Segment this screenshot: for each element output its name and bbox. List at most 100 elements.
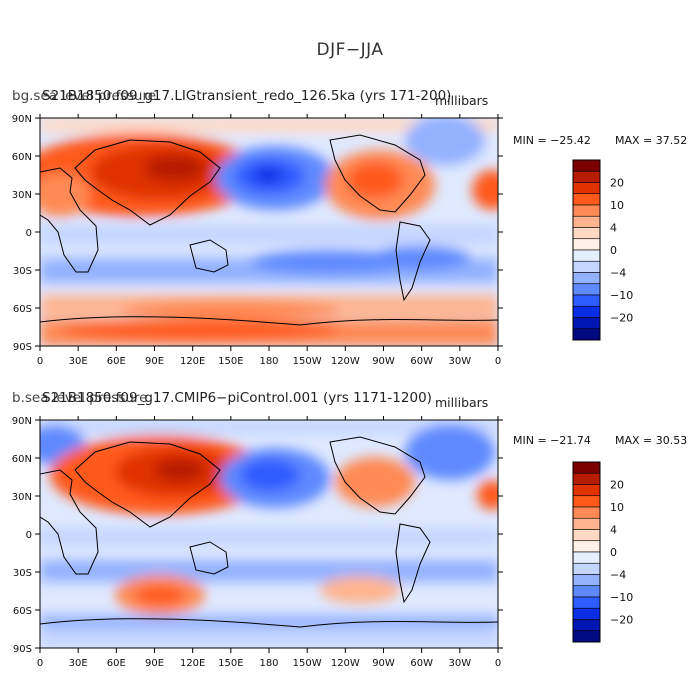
panel2-colorbar-swatch <box>572 574 601 587</box>
panel2-colorbar-swatch <box>572 484 601 497</box>
panel2-contour-field <box>40 420 498 648</box>
axis-ticks: 0 30E 60E 90E 120E 150E 180 150W 120W 90W 60W 30W 09… <box>12 114 503 669</box>
panel2-colorbar-swatch <box>572 551 601 564</box>
panel2-colorbar-swatch <box>572 619 601 632</box>
panel1-lon-label: 30E <box>69 356 88 367</box>
panel2-variable-label: b.sea level pressure <box>12 390 148 406</box>
panel1-colorbar-swatch <box>572 249 601 262</box>
panel1-colorbar-swatch <box>572 283 601 296</box>
panel1-max-label: MAX = 37.52 <box>615 134 688 147</box>
panel2-lon-label: 0 <box>37 658 43 669</box>
panel1-lon-label: 90E <box>145 356 164 367</box>
panel2-lat-label: 60N <box>12 454 32 465</box>
panel1-colorbar-swatch <box>572 227 601 240</box>
panel2-lat-label: 30S <box>13 568 32 579</box>
panel1-lat-label: 90N <box>12 114 32 125</box>
panel1-lat-label: 30N <box>12 190 32 201</box>
panel1-contour-field <box>40 118 498 346</box>
panel1-colorbar-label: 10 <box>610 199 624 212</box>
panel2-lon-label: 150E <box>218 658 243 669</box>
panel2-case-label: S21B1850.f09_g17.CMIP6−piControl.001 (yr… <box>42 390 432 406</box>
panel1-colorbar-label: −10 <box>610 289 633 302</box>
panel1-lon-label: 0 <box>37 356 43 367</box>
panel1-colorbar-label: −20 <box>610 312 633 325</box>
panel1-min-label: MIN = −25.42 <box>513 134 591 147</box>
panel1-colorbar-swatch <box>572 170 601 183</box>
panel1-colorbar-swatch <box>572 317 601 330</box>
panel2-lon-label: 120E <box>180 658 205 669</box>
panel2-colorbar-label: 10 <box>610 501 624 514</box>
panel1-lon-label: 60E <box>107 356 126 367</box>
panel1-case-label: S21B1850.f09_g17.LIGtransient_redo_126.5… <box>42 88 452 104</box>
panel2-colorbar-label: −4 <box>610 569 626 582</box>
panel1-colorbar-swatch <box>572 294 601 307</box>
panel1-colorbar-swatch <box>572 159 601 172</box>
panel1-lon-label: 120E <box>180 356 205 367</box>
panel2-colorbar-swatch <box>572 540 601 553</box>
panel1-lat-label: 90S <box>13 342 32 353</box>
panel1-colorbar: 20 10 4 0 −4 −10 −20 <box>572 159 633 341</box>
panel2-lat-label: 90N <box>12 416 32 427</box>
panel2-colorbar-label: −20 <box>610 614 633 627</box>
panel2-units: millibars <box>435 395 489 410</box>
panel2-colorbar-swatch <box>572 562 601 575</box>
panel2-lat-label: 90S <box>13 644 32 655</box>
panel2-colorbar-swatch <box>572 472 601 485</box>
panel2-colorbar-swatch <box>572 630 601 643</box>
panel2-colorbar-swatch <box>572 607 601 620</box>
panel2-colorbar-swatch <box>572 529 601 542</box>
panel1-colorbar-label: 4 <box>610 222 617 235</box>
panel2-colorbar-swatch <box>572 517 601 530</box>
panel1-lat-label: 30S <box>13 266 32 277</box>
panel2-lat-label: 60S <box>13 606 32 617</box>
panel1-colorbar-label: 0 <box>610 244 617 257</box>
panel2-colorbar-swatch <box>572 506 601 519</box>
panel1-coastlines <box>40 134 498 326</box>
panel1-colorbar-swatch <box>572 272 601 285</box>
panel1-colorbar-swatch <box>572 238 601 251</box>
panel1-lon-label: 120W <box>331 356 360 367</box>
panel1-colorbar-swatch <box>572 305 601 318</box>
panel1-units: millibars <box>435 93 489 108</box>
panel2-coastlines <box>40 436 498 628</box>
panel2-colorbar-swatch <box>572 461 601 474</box>
panel2-colorbar-label: 20 <box>610 479 624 492</box>
panel2-lon-label: 30W <box>449 658 472 669</box>
panel1-variable-label: bg.sea level pressure <box>12 88 157 104</box>
panel2-lon-label: 150W <box>293 658 322 669</box>
panel2-colorbar-swatch <box>572 585 601 598</box>
panel2-colorbar-frame <box>572 461 601 643</box>
panel2-lon-label: 180 <box>259 658 278 669</box>
panel1-colorbar-swatch <box>572 193 601 206</box>
panel1-lon-label: 150E <box>218 356 243 367</box>
panel1-lon-label: 60W <box>410 356 433 367</box>
panel2-colorbar-swatch <box>572 495 601 508</box>
panel1-colorbar-swatch <box>572 260 601 273</box>
panel1-lon-label: 180 <box>259 356 278 367</box>
panel1-lat-label: 60S <box>13 304 32 315</box>
panel1-colorbar-swatch <box>572 182 601 195</box>
panel2-lon-label: 90E <box>145 658 164 669</box>
panel2-lon-label: 120W <box>331 658 360 669</box>
panel1-lon-label: 0 <box>495 356 501 367</box>
panel1-lat-label: 60N <box>12 152 32 163</box>
panel2-colorbar: 20 10 4 0 −4 −10 −20 <box>572 461 633 643</box>
plot-title: DJF−JJA <box>316 40 384 60</box>
panel1-colorbar-swatch <box>572 328 601 341</box>
panel2-colorbar-label: 0 <box>610 546 617 559</box>
panel1-lon-label: 90W <box>372 356 395 367</box>
panel2-lat-label: 0 <box>26 530 32 541</box>
panel2-max-label: MAX = 30.53 <box>615 434 688 447</box>
panel2-lon-label: 30E <box>69 658 88 669</box>
panel1-colorbar-label: 20 <box>610 177 624 190</box>
panel2-lon-label: 0 <box>495 658 501 669</box>
panel2-lon-label: 90W <box>372 658 395 669</box>
panel2-colorbar-label: 4 <box>610 524 617 537</box>
panel2-lon-label: 60W <box>410 658 433 669</box>
panel1-lon-label: 150W <box>293 356 322 367</box>
panel1-colorbar-swatch <box>572 204 601 217</box>
panel2-lon-label: 60E <box>107 658 126 669</box>
panel2-min-label: MIN = −21.74 <box>513 434 591 447</box>
panel2-colorbar-label: −10 <box>610 591 633 604</box>
